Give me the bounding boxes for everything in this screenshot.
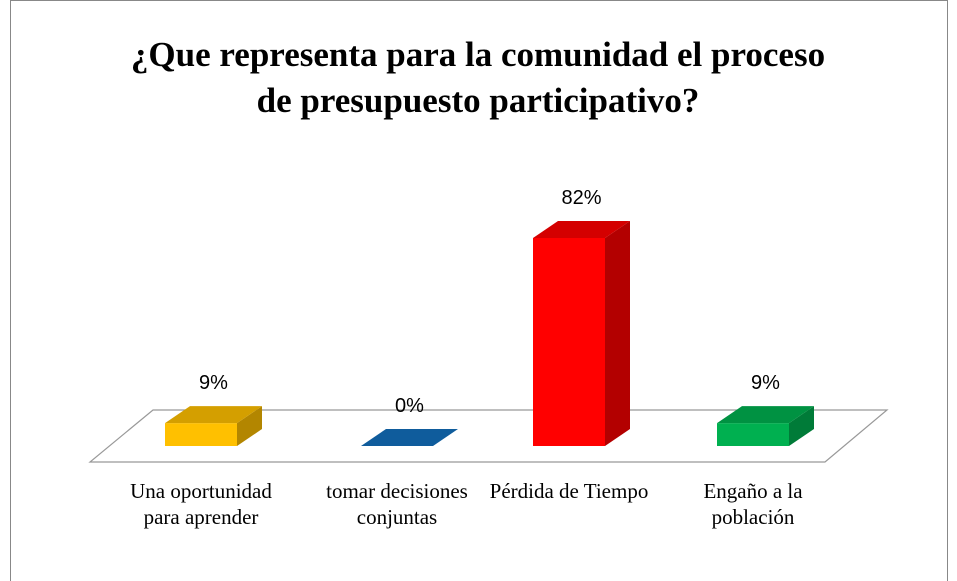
bar-front [717,423,789,446]
bar [533,221,630,446]
value-label: 9% [751,372,780,394]
value-label: 82% [561,187,601,209]
bar-top [533,221,630,238]
chart-frame [10,0,948,581]
value-label: 0% [395,395,424,417]
x-tick-label: Engaño a la población [703,479,803,529]
bar-side [789,406,814,446]
value-label: 9% [199,372,228,394]
bar [165,406,262,446]
bar-top [717,406,814,424]
bar [717,406,814,446]
bar-side [605,221,630,446]
bar-side [237,406,262,446]
x-tick-label: Pérdida de Tiempo [489,479,649,503]
x-tick-label: Una oportunidad para aprender [130,479,272,529]
floor [88,409,889,463]
bar [361,429,458,446]
bar-top [361,429,458,446]
chart-title: ¿Que representa para la comunidad el pro… [130,35,826,120]
bar-front [533,238,605,446]
x-tick-label: tomar decisiones conjuntas [326,479,468,529]
bar-top [165,406,262,424]
bar-front [165,423,237,446]
